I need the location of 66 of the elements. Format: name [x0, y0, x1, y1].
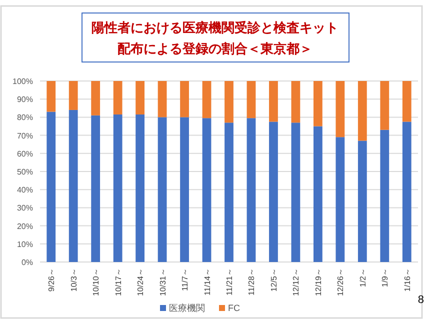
x-tick-label: 9/26～ [47, 268, 56, 292]
x-tick-label: 10/31～ [158, 268, 168, 296]
x-tick-label: 12/12～ [292, 268, 301, 296]
x-tick-label: 11/14～ [202, 268, 212, 296]
bar [224, 122, 234, 262]
bar [180, 81, 189, 118]
x-tick-label: 11/28～ [247, 268, 256, 296]
bar [269, 81, 278, 122]
bar [113, 81, 122, 114]
y-tick-label: 50% [16, 168, 33, 176]
x-tick-label: 10/3～ [69, 268, 78, 292]
bar [136, 114, 145, 262]
legend-label: 医療機関 [169, 303, 205, 313]
x-tick-label: 10/10～ [92, 268, 101, 296]
x-tick-label: 12/5～ [269, 268, 278, 292]
bar [291, 81, 300, 123]
x-tick-label: 1/9～ [380, 268, 390, 288]
legend-label: FC [228, 303, 240, 313]
bar [158, 81, 167, 118]
y-tick-label: 100% [12, 77, 33, 86]
bar [380, 81, 390, 130]
bar [313, 126, 322, 262]
bar [402, 81, 412, 122]
bar [113, 114, 122, 262]
text: 8 [418, 294, 424, 306]
y-tick-label: 30% [16, 204, 33, 213]
bar [91, 115, 100, 262]
y-tick-label: 20% [16, 222, 33, 231]
y-tick-label: 0% [21, 258, 33, 267]
bar [68, 110, 78, 262]
x-tick-label: 1/2～ [358, 268, 368, 288]
bar [246, 81, 256, 118]
bar [224, 81, 234, 123]
bar [136, 81, 145, 114]
bar [46, 81, 56, 112]
bar [158, 117, 167, 262]
bar [336, 137, 345, 262]
bar [402, 122, 412, 262]
x-tick-label: 11/7～ [180, 268, 190, 291]
bar [380, 130, 390, 262]
bar [246, 118, 256, 262]
bar [91, 81, 100, 116]
bar [269, 122, 278, 262]
bar [68, 81, 78, 110]
y-tick-label: 10% [16, 240, 33, 249]
x-tick-label: 12/19～ [314, 268, 323, 296]
bar [358, 81, 367, 141]
bar [291, 122, 300, 262]
y-tick-label: 70% [16, 131, 33, 140]
y-tick-label: 90% [16, 95, 33, 104]
x-tick-label: 11/21～ [225, 268, 234, 296]
x-tick-label: 10/24～ [136, 268, 146, 296]
bar [46, 112, 56, 262]
bar [202, 81, 212, 118]
bar [202, 118, 212, 262]
x-tick-label: 10/17～ [114, 268, 123, 296]
bar [180, 117, 189, 262]
chart-title: 陽性者における医療機関受診と検査キット配布による登録の割合＜東京都＞ [92, 20, 338, 56]
y-tick-label: 40% [16, 186, 33, 195]
y-tick-label: 80% [16, 113, 33, 122]
bar [336, 81, 345, 138]
x-tick-label: 12/26～ [336, 268, 346, 296]
bar [313, 81, 322, 126]
bar [358, 140, 367, 262]
y-tick-label: 60% [16, 149, 33, 158]
x-tick-label: 1/16～ [402, 268, 412, 292]
